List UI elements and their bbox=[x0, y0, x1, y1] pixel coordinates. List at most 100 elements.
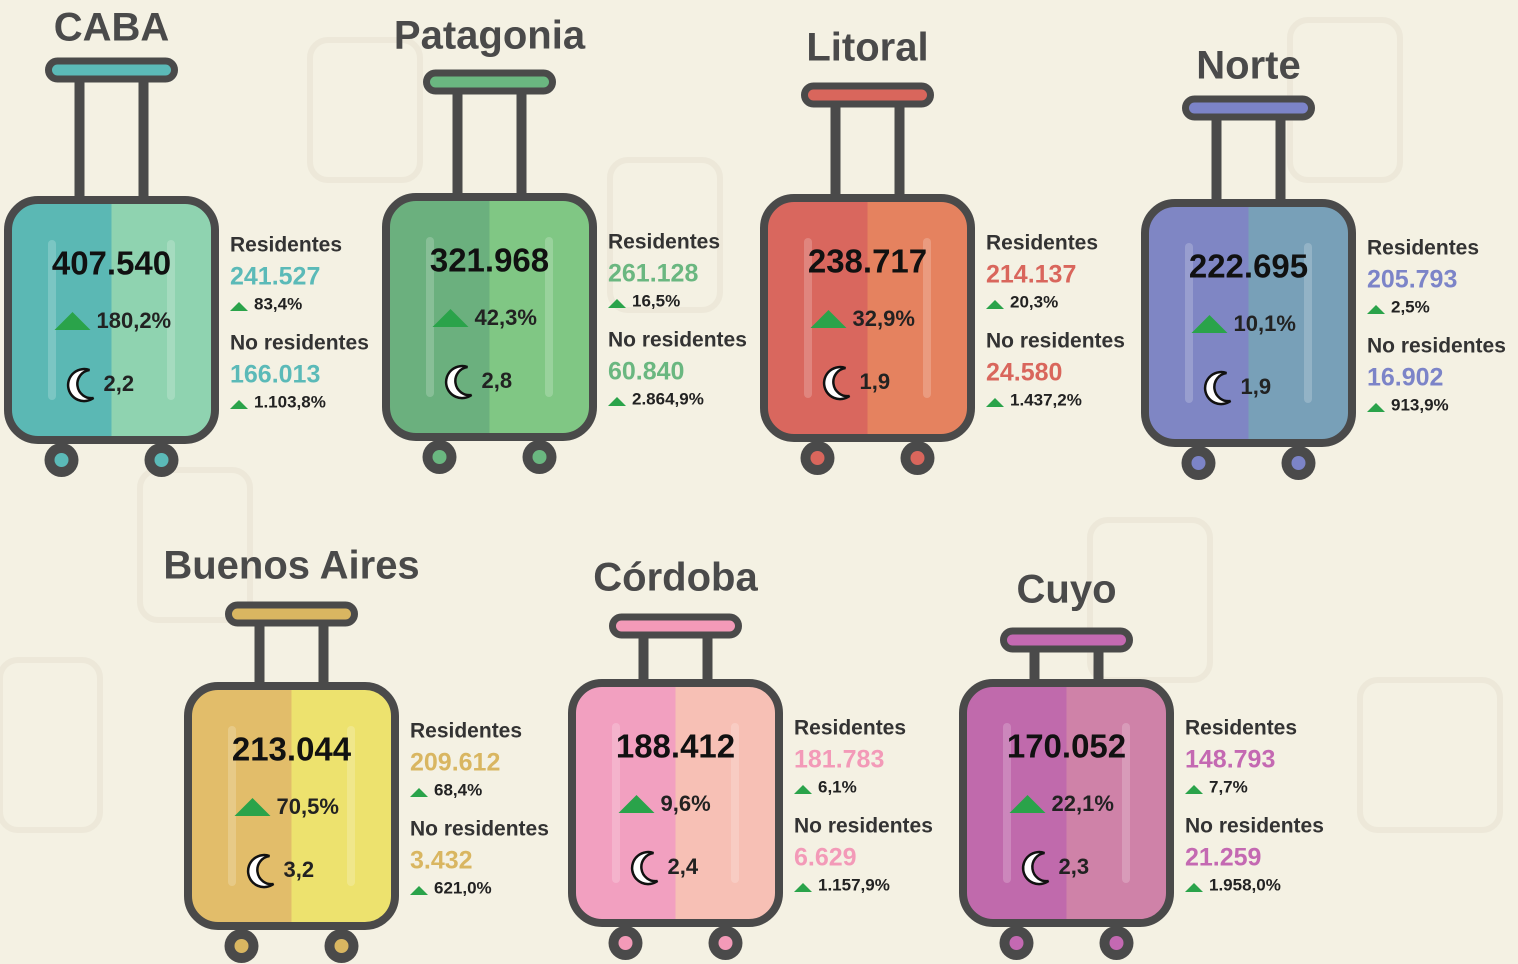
region-title: CABA bbox=[54, 6, 170, 50]
total-change: 42,3% bbox=[475, 305, 537, 330]
group-value: 241.527 bbox=[230, 263, 320, 291]
body-right bbox=[489, 197, 593, 437]
region-title: Córdoba bbox=[593, 556, 758, 600]
handle-pole bbox=[74, 79, 85, 200]
small-up-arrow bbox=[1185, 785, 1203, 794]
body-fill bbox=[386, 197, 593, 437]
moon bbox=[630, 850, 659, 886]
body-outline bbox=[760, 194, 975, 442]
group-change: 1.437,2% bbox=[1010, 390, 1082, 409]
small-up-arrow bbox=[230, 400, 248, 409]
group-change: 2.864,9% bbox=[632, 389, 704, 408]
group-change: 913,9% bbox=[1391, 395, 1449, 414]
group-label: Residentes bbox=[986, 232, 1098, 255]
body-fill bbox=[1145, 203, 1352, 443]
body-outline bbox=[1141, 199, 1356, 447]
body-fill bbox=[8, 200, 215, 440]
total-change: 180,2% bbox=[97, 308, 172, 333]
small-up-arrow bbox=[986, 300, 1004, 309]
body-outline bbox=[4, 196, 219, 444]
group-value: 261.128 bbox=[608, 260, 698, 288]
handle-pole bbox=[138, 79, 149, 200]
group-value: 60.840 bbox=[608, 358, 684, 386]
total: 238.717 bbox=[808, 243, 927, 280]
region-title: Norte bbox=[1196, 44, 1300, 88]
stripe bbox=[545, 237, 553, 397]
group-change: 1.958,0% bbox=[1209, 875, 1281, 894]
small-up-arrow bbox=[986, 398, 1004, 407]
nights: 2,4 bbox=[668, 854, 699, 879]
group-label: Residentes bbox=[794, 717, 906, 740]
body-left bbox=[572, 683, 676, 923]
suitcase: Patagonia 321.968 42,3% 2,8 Residentes 261.12… bbox=[382, 14, 747, 474]
group-value: 166.013 bbox=[230, 361, 320, 389]
total: 188.412 bbox=[616, 728, 735, 765]
handle-pole bbox=[1275, 117, 1286, 203]
stripe bbox=[347, 726, 355, 886]
small-up-arrow bbox=[608, 299, 626, 308]
body-fill bbox=[764, 198, 971, 438]
handle-bar bbox=[801, 82, 934, 108]
group-label: No residentes bbox=[230, 332, 369, 355]
body-outline bbox=[382, 193, 597, 441]
group-value: 21.259 bbox=[1185, 844, 1261, 872]
group-label: Residentes bbox=[608, 231, 720, 254]
group-change: 6,1% bbox=[818, 777, 857, 796]
group-change: 2,5% bbox=[1391, 297, 1430, 316]
wheel-hub bbox=[810, 451, 825, 465]
group-label: Residentes bbox=[1367, 237, 1479, 260]
small-up-arrow bbox=[794, 785, 812, 794]
small-up-arrow bbox=[230, 302, 248, 311]
handle-bar bbox=[609, 613, 742, 639]
total-change: 9,6% bbox=[661, 791, 711, 816]
stripe bbox=[228, 726, 236, 886]
suitcase: CABA 407.540 180,2% 2,2 Residentes 241.527 83,… bbox=[4, 6, 369, 477]
stripe bbox=[731, 723, 739, 883]
small-up-arrow bbox=[1185, 883, 1203, 892]
handle-bar bbox=[423, 69, 556, 95]
moon bbox=[822, 365, 851, 401]
stripe bbox=[1003, 723, 1011, 883]
group-value: 3.432 bbox=[410, 847, 473, 875]
up-arrow bbox=[234, 798, 271, 816]
body-left bbox=[386, 197, 490, 437]
up-arrow bbox=[54, 312, 91, 330]
group-change: 7,7% bbox=[1209, 777, 1248, 796]
handle-pole bbox=[1029, 649, 1040, 683]
body-right bbox=[867, 198, 971, 438]
handle-bar bbox=[225, 601, 358, 627]
body-left bbox=[188, 686, 292, 926]
group-value: 209.612 bbox=[410, 749, 500, 777]
group-value: 6.629 bbox=[794, 844, 857, 872]
suitcase: Cuyo 170.052 22,1% 2,3 Residentes 148.793 7,7%… bbox=[959, 568, 1324, 960]
handle-pole bbox=[702, 635, 713, 683]
wheel-hub bbox=[432, 450, 447, 464]
moon bbox=[1203, 370, 1232, 406]
small-up-arrow bbox=[410, 886, 428, 895]
wheel-hub bbox=[718, 936, 733, 950]
total: 170.052 bbox=[1007, 728, 1126, 765]
group-label: No residentes bbox=[1367, 335, 1506, 358]
small-up-arrow bbox=[608, 397, 626, 406]
stripe bbox=[167, 240, 175, 400]
handle-pole bbox=[830, 104, 841, 198]
handle-pole bbox=[318, 623, 329, 686]
group-label: No residentes bbox=[410, 818, 549, 841]
wheel-hub bbox=[154, 453, 169, 467]
group-change: 621,0% bbox=[434, 878, 492, 897]
handle-bar bbox=[1000, 627, 1133, 653]
wheel-hub bbox=[1291, 456, 1306, 470]
body-right bbox=[1248, 203, 1352, 443]
total: 222.695 bbox=[1189, 248, 1308, 285]
region-title: Cuyo bbox=[1017, 568, 1117, 612]
region-title: Litoral bbox=[806, 26, 928, 70]
total-change: 32,9% bbox=[853, 306, 915, 331]
wheel-hub bbox=[910, 451, 925, 465]
body-right bbox=[291, 686, 395, 926]
nights: 3,2 bbox=[284, 857, 315, 882]
stripe bbox=[923, 238, 931, 398]
group-label: No residentes bbox=[986, 330, 1125, 353]
group-value: 16.902 bbox=[1367, 364, 1443, 392]
body-outline bbox=[568, 679, 783, 927]
group-change: 20,3% bbox=[1010, 292, 1058, 311]
